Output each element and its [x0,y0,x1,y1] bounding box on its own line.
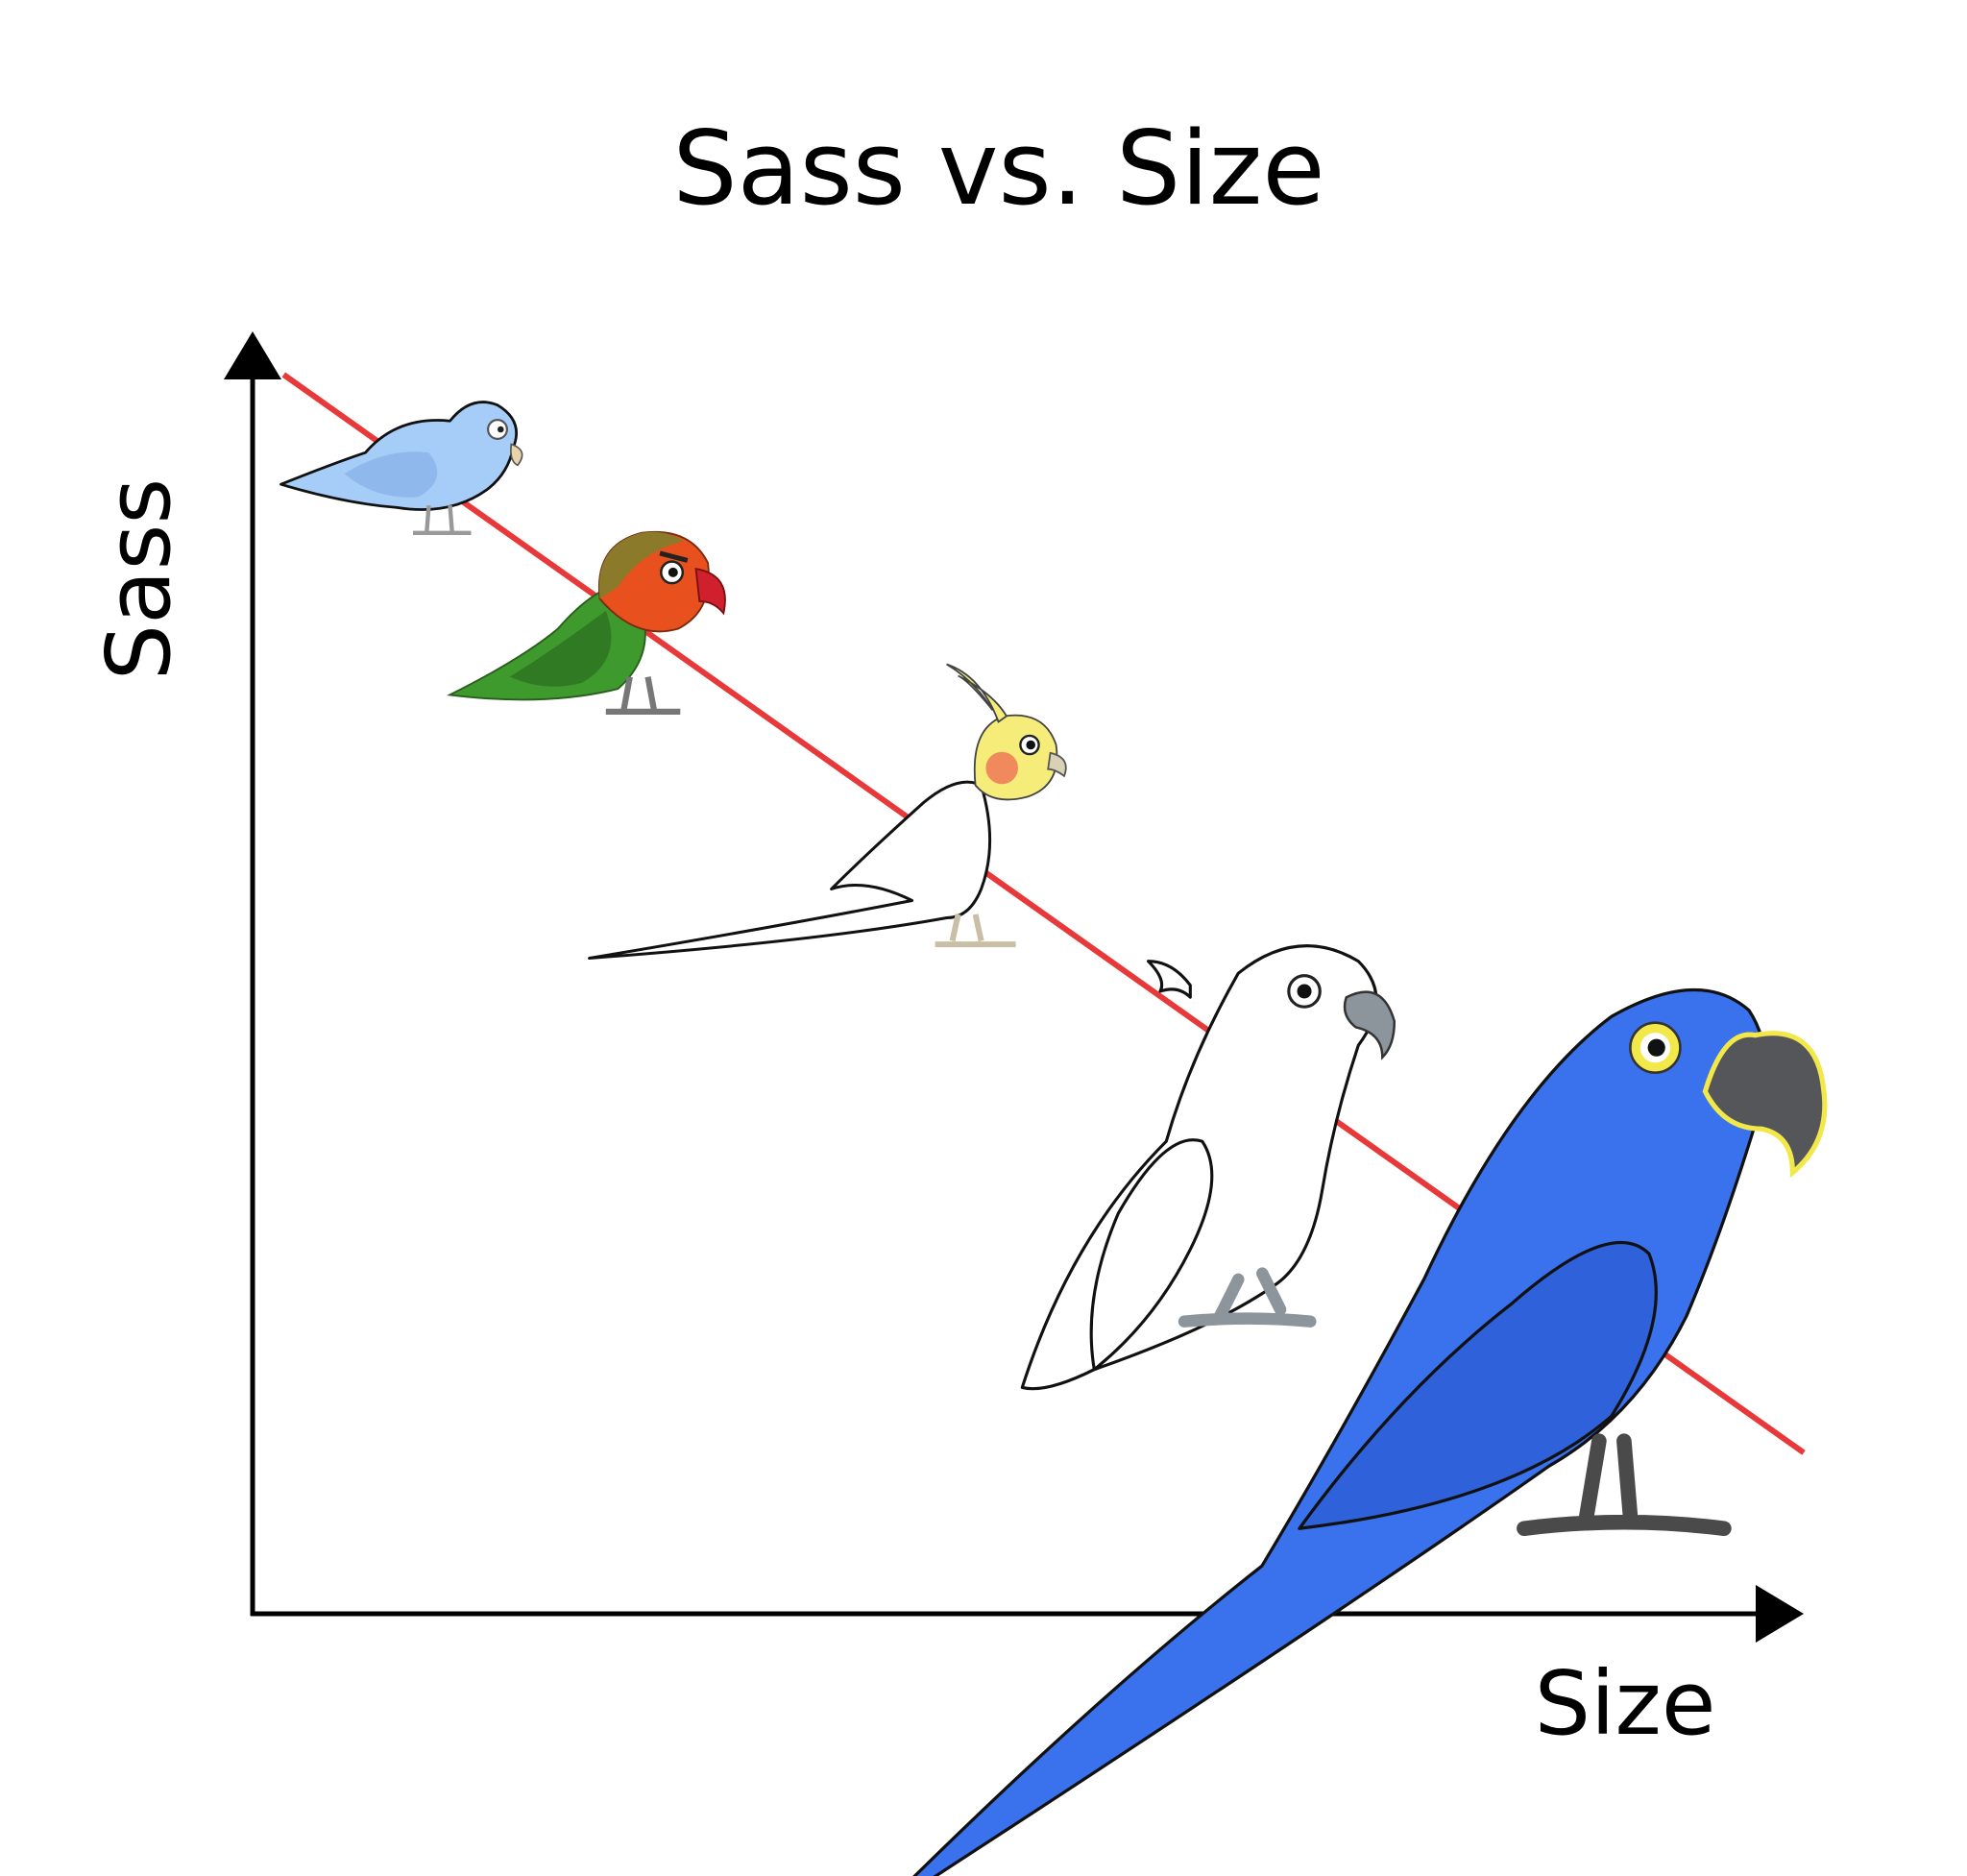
hyacinth-macaw-icon [912,987,1828,1876]
x-axis-arrow [1756,1585,1804,1643]
y-axis-arrow [224,331,281,379]
cockatoo-icon [1020,944,1396,1391]
y-axis-label: Sass [87,478,190,681]
axes [224,331,1804,1643]
lovebird-icon [447,530,726,716]
chart-title: Sass vs. Size [672,110,1324,228]
x-axis-label: Size [1535,1652,1716,1755]
data-markers [279,401,1828,1876]
parrotlet-icon [279,401,523,536]
cockatiel-icon [588,663,1067,961]
